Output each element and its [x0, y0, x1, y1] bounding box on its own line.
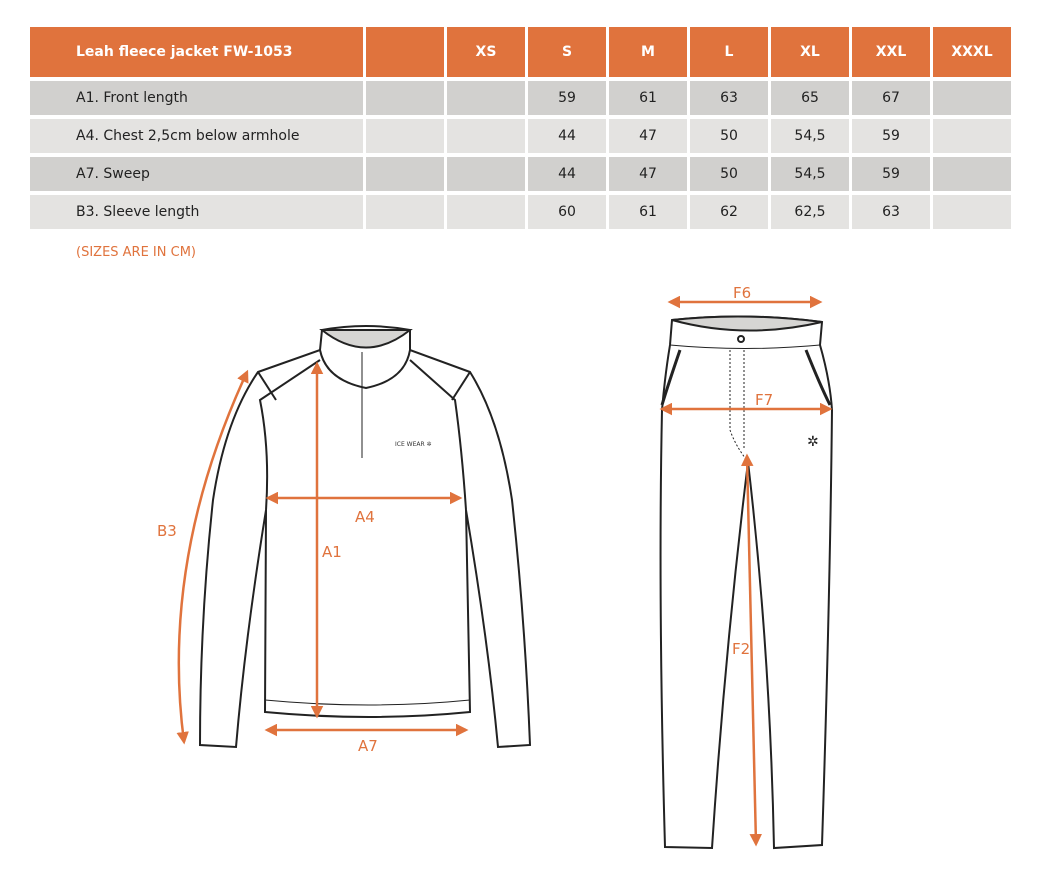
table-cell: 59: [852, 157, 930, 191]
table-cell: 59: [852, 119, 930, 153]
table-cell: 44: [528, 157, 606, 191]
table-cell: 59: [528, 81, 606, 115]
table-cell: [366, 81, 444, 115]
table-cell: [447, 157, 525, 191]
brand-logo-icon: ✲: [807, 434, 819, 450]
table-cell: 50: [690, 157, 768, 191]
table-cell: 62,5: [771, 195, 849, 229]
table-cell: [933, 157, 1011, 191]
table-cell: 50: [690, 119, 768, 153]
table-cell: 61: [609, 195, 687, 229]
table-cell: 47: [609, 157, 687, 191]
units-note: (SIZES ARE IN CM): [76, 245, 196, 260]
measurement-arrows: [176, 295, 833, 847]
size-header: S: [528, 27, 606, 77]
table-cell: 63: [852, 195, 930, 229]
size-header: L: [690, 27, 768, 77]
b3-arrow: [176, 369, 249, 745]
size-header: M: [609, 27, 687, 77]
table-cell: 63: [690, 81, 768, 115]
a4-label: A4: [355, 508, 375, 526]
table-cell: 61: [609, 81, 687, 115]
row-label: A4. Chest 2,5cm below armhole: [30, 119, 363, 153]
f7-label: F7: [755, 391, 773, 409]
table-cell: 54,5: [771, 119, 849, 153]
row-label: A1. Front length: [30, 81, 363, 115]
a7-label: A7: [358, 737, 378, 755]
table-cell: 62: [690, 195, 768, 229]
size-header: XL: [771, 27, 849, 77]
table-cell: [447, 81, 525, 115]
table-cell: [366, 119, 444, 153]
a1-label: A1: [322, 543, 342, 561]
table-cell: [933, 195, 1011, 229]
table-cell: [447, 195, 525, 229]
table-cell: 60: [528, 195, 606, 229]
f2-label: F2: [732, 640, 750, 658]
table-cell: [366, 157, 444, 191]
b3-label: B3: [157, 522, 177, 540]
brand-logo: ICE WEAR ✲: [395, 441, 432, 448]
size-chart-table: Leah fleece jacket FW-1053 XS S M L XL XXL XXXL…: [30, 27, 1011, 229]
table-cell: 54,5: [771, 157, 849, 191]
f2-arrow: [740, 453, 763, 847]
row-label: B3. Sleeve length: [30, 195, 363, 229]
table-cell: [366, 195, 444, 229]
jacket-drawing: [198, 325, 532, 749]
table-cell: [447, 119, 525, 153]
table-cell: [933, 81, 1011, 115]
f6-label: F6: [733, 284, 751, 302]
row-label: A7. Sweep: [30, 157, 363, 191]
pants-drawing: [659, 315, 834, 850]
table-cell: 47: [609, 119, 687, 153]
size-header: XXXL: [933, 27, 1011, 77]
table-title: Leah fleece jacket FW-1053: [30, 27, 363, 77]
size-header: XXL: [852, 27, 930, 77]
table-cell: 65: [771, 81, 849, 115]
table-cell: 44: [528, 119, 606, 153]
size-header: XS: [447, 27, 525, 77]
size-header: [366, 27, 444, 77]
table-cell: [933, 119, 1011, 153]
table-cell: 67: [852, 81, 930, 115]
